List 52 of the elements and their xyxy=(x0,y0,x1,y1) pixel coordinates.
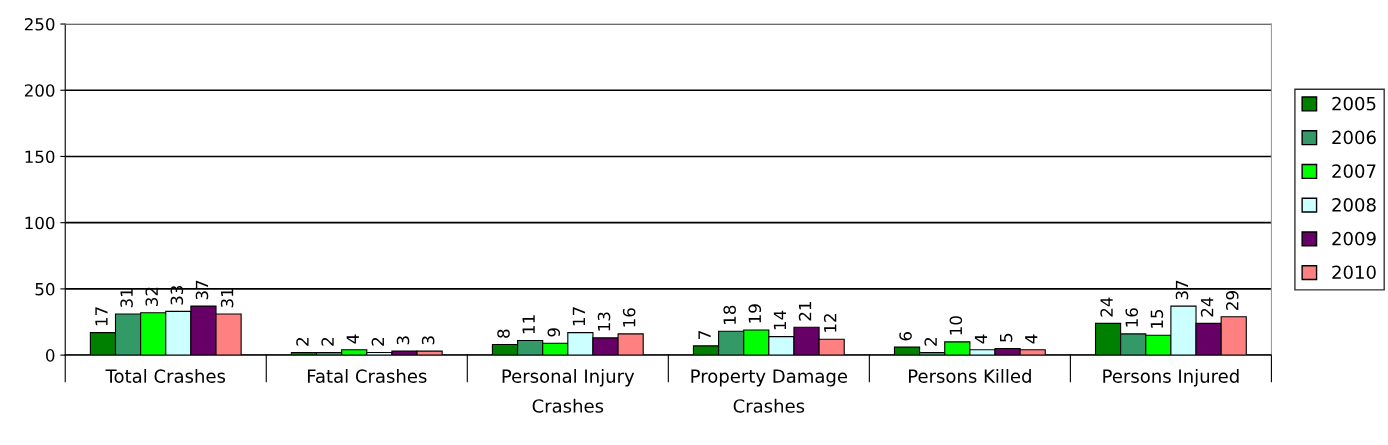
data-label: 4 xyxy=(346,334,359,344)
legend-label: 2008 xyxy=(1332,198,1376,212)
x-tick-label: Property Damage Crashes xyxy=(691,369,848,413)
x-tick-label: Persons Killed xyxy=(909,369,1031,383)
x-tick-label: Personal Injury Crashes xyxy=(502,369,635,413)
data-label: 31 xyxy=(220,288,234,308)
data-label: 17 xyxy=(572,307,585,326)
y-tick-label: 250 xyxy=(24,17,55,31)
data-label: 2 xyxy=(296,337,309,346)
data-label: 37 xyxy=(1175,280,1189,300)
data-label: 19 xyxy=(748,304,762,323)
data-label: 18 xyxy=(723,305,736,324)
data-label: 4 xyxy=(1025,334,1038,344)
data-label: 9 xyxy=(547,328,561,337)
data-label: 16 xyxy=(1125,308,1139,327)
y-tick-label: 50 xyxy=(35,282,55,296)
data-label: 5 xyxy=(1000,333,1013,342)
data-label: 4 xyxy=(974,334,988,344)
data-label: 21 xyxy=(798,302,812,321)
x-tick-label: Persons Injured xyxy=(1103,369,1239,387)
legend-label: 2006 xyxy=(1332,130,1376,145)
data-label: 8 xyxy=(497,329,510,338)
legend-label: 2010 xyxy=(1332,265,1376,280)
data-label: 2 xyxy=(321,337,334,346)
x-tick-label: Fatal Crashes xyxy=(307,369,427,383)
y-tick-label: 200 xyxy=(24,84,55,97)
data-label: 13 xyxy=(597,312,611,331)
data-label: 16 xyxy=(622,308,636,327)
legend-label: 2005 xyxy=(1332,96,1376,111)
data-label: 2 xyxy=(371,337,384,346)
x-tick-label: Total Crashes xyxy=(105,369,226,383)
data-label: 24 xyxy=(1200,297,1214,317)
data-label: 15 xyxy=(1150,309,1164,328)
data-label: 14 xyxy=(773,310,786,330)
data-label: 29 xyxy=(1225,291,1239,310)
data-label: 3 xyxy=(396,336,410,345)
data-label: 2 xyxy=(924,337,937,346)
data-label: 10 xyxy=(949,316,963,335)
data-label: 17 xyxy=(95,307,108,326)
data-label: 3 xyxy=(421,336,435,345)
y-tick-label: 0 xyxy=(46,349,55,362)
legend-label: 2009 xyxy=(1332,231,1376,246)
data-label: 31 xyxy=(120,288,133,308)
data-label: 6 xyxy=(899,332,912,341)
data-label: 7 xyxy=(698,331,711,339)
legend-label: 2007 xyxy=(1332,164,1376,178)
data-label: 24 xyxy=(1100,297,1113,317)
data-label: 11 xyxy=(522,315,535,334)
data-label: 37 xyxy=(195,280,209,300)
data-label: 12 xyxy=(823,314,837,332)
y-tick-label: 100 xyxy=(25,216,55,230)
y-tick-label: 150 xyxy=(25,150,55,164)
